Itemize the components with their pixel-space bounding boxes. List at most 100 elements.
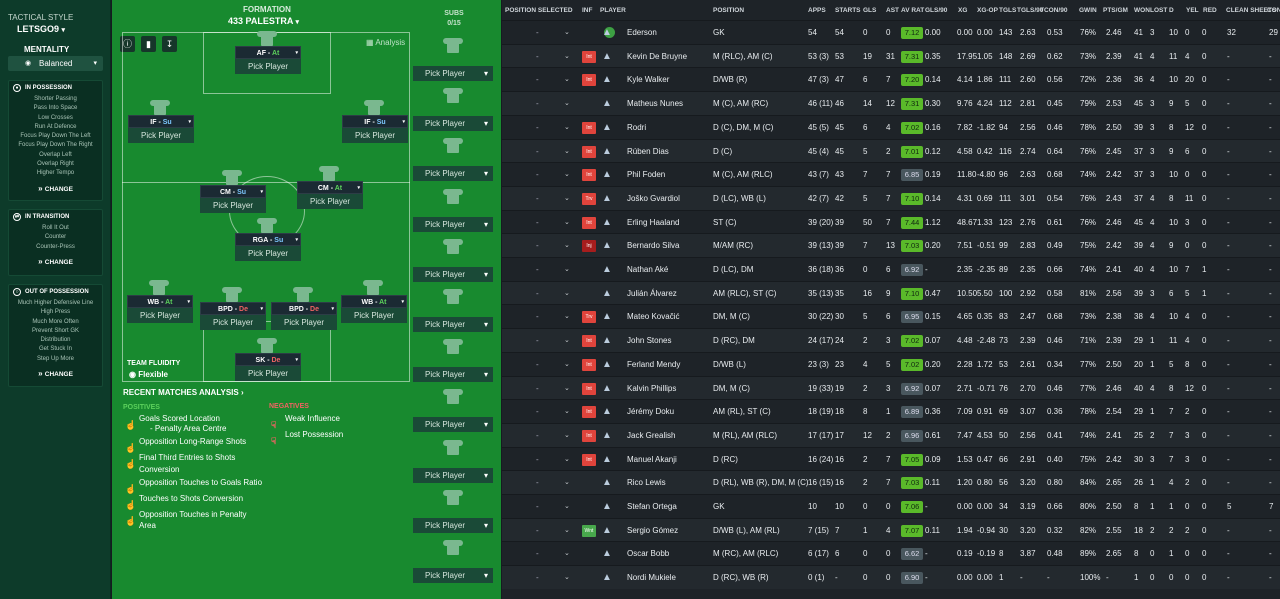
pick-player-button[interactable]: Pick Player [413,467,493,483]
position-selected[interactable]: - [536,407,539,417]
chevron-down-icon[interactable]: ⌄ [564,289,570,297]
column-header[interactable]: TCON/90 [1040,7,1068,14]
position-selected[interactable]: - [536,28,539,37]
position-slot[interactable]: BPD - De ▾ Pick Player [200,287,266,332]
table-row[interactable]: - ⌄ Int ▲ Kalvin Phillips DM, M (C) 19 (33) 19 2… [502,375,1280,400]
column-header[interactable]: STARTS [835,7,861,14]
pick-player-button[interactable]: Pick Player [413,317,493,332]
pick-player-button[interactable]: Pick Player [413,417,493,433]
sub-slot[interactable]: Pick Player [413,540,493,585]
player-name[interactable]: Jérémy Doku [627,407,675,417]
player-name[interactable]: Phil Foden [627,170,666,180]
position-selected[interactable]: - [536,383,539,393]
table-row[interactable]: - ⌄ Int ▲ Jack Grealish M (RL), AM (RLC) 17 (1… [502,422,1280,447]
chevron-down-icon[interactable]: ⌄ [564,574,570,582]
role-label[interactable]: SK - De ▾ [235,353,301,366]
sub-slot[interactable]: Pick Player [413,238,493,284]
column-header[interactable]: AST [886,7,899,14]
chevron-down-icon[interactable]: ⌄ [564,100,570,108]
table-row[interactable]: - ⌄ ▲ Julián Álvarez AM (RLC), ST (C) 35 (13)… [502,280,1280,305]
column-header[interactable]: XG-OP [977,7,998,14]
role-label[interactable]: CM - At ▾ [297,181,363,194]
sub-slot[interactable]: Pick Player [413,489,493,535]
table-row[interactable]: - ⌄ Int ▲ Kyle Walker D/WB (R) 47 (3) 47 6 7 7.20 0… [502,67,1280,91]
stats-icon[interactable]: ▮ [141,36,156,52]
position-selected[interactable]: - [536,573,539,583]
pick-player-button[interactable]: Pick Player [200,315,266,330]
pick-player-button[interactable]: Pick Player [342,128,408,143]
table-row[interactable]: - ⌄ Int ▲ John Stones D (RC), DM 24 (17) 24 2 3 7.… [502,328,1280,352]
column-header[interactable]: INF [582,7,593,14]
table-row[interactable]: - ⌄ Trv ▲ Mateo Kovačić DM, M (C) 30 (22) 30 5 6 6… [502,304,1280,328]
position-selected[interactable]: - [536,265,539,274]
table-row[interactable]: - ⌄ Int ▲ Rúben Dias D (C) 45 (4) 45 5 2 7.01 0.12 4… [502,138,1280,163]
player-name[interactable]: Sergio Gómez [627,525,679,535]
column-header[interactable]: XG [958,7,968,14]
pick-player-button[interactable]: Pick Player [127,308,193,323]
table-row[interactable]: - ⌄ Int ▲ Kevin De Bruyne M (RLC), AM (C) 53 (… [502,43,1280,68]
position-selected[interactable]: - [536,217,539,227]
table-row[interactable]: - ⌄ ▲ Oscar Bobb M (RC), AM (RLC) 6 (17) 6 0 0 6.… [502,541,1280,565]
in-possession-change-button[interactable]: CHANGE [9,184,102,193]
column-header[interactable]: WON [1134,7,1150,14]
in-transition-change-button[interactable]: CHANGE [9,257,102,266]
player-name[interactable]: Joško Gvardiol [627,193,680,203]
sub-slot[interactable]: Pick Player [413,138,493,183]
table-row[interactable]: - ⌄ ▲ Ederson GK 54 54 0 0 7.12 0.00 0.00 0.00 143 2.6… [502,20,1280,44]
pick-player-button[interactable]: Pick Player [235,246,301,261]
pick-player-button[interactable]: Pick Player [413,367,493,383]
sub-slot[interactable]: Pick Player [413,389,493,434]
table-row[interactable]: - ⌄ ▲ Rico Lewis D (RL), WB (R), DM, M (C) 16… [502,470,1280,494]
chevron-down-icon[interactable]: ⌄ [564,337,570,345]
position-slot[interactable]: RGA - Su ▾ Pick Player [235,218,301,263]
pick-player-button[interactable]: Pick Player [413,116,493,132]
position-selected[interactable]: - [536,99,539,109]
chevron-down-icon[interactable]: ⌄ [564,313,570,321]
table-row[interactable]: - ⌄ ▲ Nordi Mukiele D (RC), WB (R) 0 (1) -0 0 6.… [502,565,1280,589]
position-slot[interactable]: IF - Su ▾ Pick Player [342,100,408,145]
player-name[interactable]: Nordi Mukiele [627,573,676,583]
sub-slot[interactable]: Pick Player [413,88,493,133]
chevron-down-icon[interactable]: ⌄ [564,194,570,202]
chevron-down-icon[interactable]: ⌄ [564,550,570,558]
sub-slot[interactable]: Pick Player [413,339,493,384]
pick-player-button[interactable]: Pick Player [413,166,493,182]
chevron-down-icon[interactable]: ⌄ [564,479,570,487]
player-name[interactable]: Kalvin Phillips [627,383,677,393]
chevron-down-icon[interactable]: ⌄ [564,431,570,439]
chevron-down-icon[interactable]: ⌄ [564,360,570,368]
position-selected[interactable]: - [536,430,539,440]
position-selected[interactable]: - [536,51,539,61]
position-slot[interactable]: SK - De ▾ Pick Player [235,338,301,383]
role-label[interactable]: WB - At ▾ [127,295,193,308]
chevron-down-icon[interactable]: ⌄ [564,218,570,226]
position-selected[interactable]: - [536,502,539,511]
pick-player-button[interactable]: Pick Player [271,315,337,330]
pick-player-button[interactable]: Pick Player [413,517,493,533]
analysis-toggle[interactable]: ▦ Analysis [366,38,405,47]
table-row[interactable]: - ⌄ ▲ Stefan Ortega GK 10 10 0 0 7.06-0.00 0.00 34 3… [502,494,1280,518]
recent-matches-analysis-link[interactable]: RECENT MATCHES ANALYSIS › [123,388,244,397]
column-header[interactable]: GWIN [1079,7,1097,14]
pick-player-button[interactable]: Pick Player [235,59,301,74]
pick-player-button[interactable]: Pick Player [413,216,493,232]
chevron-down-icon[interactable]: ⌄ [564,455,570,463]
table-row[interactable]: - ⌄ ▲ Matheus Nunes M (C), AM (RC) 46 (11) 46 1… [502,91,1280,115]
position-slot[interactable]: AF - At ▾ Pick Player [235,31,301,76]
position-selected[interactable]: - [536,288,539,298]
chevron-down-icon[interactable]: ⌄ [564,266,570,273]
column-header[interactable]: AV RAT [901,7,925,14]
tactical-style-dropdown[interactable]: LETSGO9 ▾ [17,24,65,34]
player-name[interactable]: Rodri [627,122,647,132]
role-label[interactable]: RGA - Su ▾ [235,233,301,246]
position-selected[interactable]: - [536,193,539,203]
info-icon[interactable]: ⓘ [120,36,135,52]
position-slot[interactable]: IF - Su ▾ Pick Player [128,100,194,145]
chevron-down-icon[interactable]: ⌄ [564,171,570,179]
role-label[interactable]: IF - Su ▾ [342,115,408,128]
chevron-down-icon[interactable]: ⌄ [564,76,570,84]
player-name[interactable]: Rico Lewis [627,478,666,488]
pick-player-button[interactable]: Pick Player [413,66,493,81]
column-header[interactable]: RED [1203,7,1217,14]
chevron-down-icon[interactable]: ⌄ [564,29,570,36]
